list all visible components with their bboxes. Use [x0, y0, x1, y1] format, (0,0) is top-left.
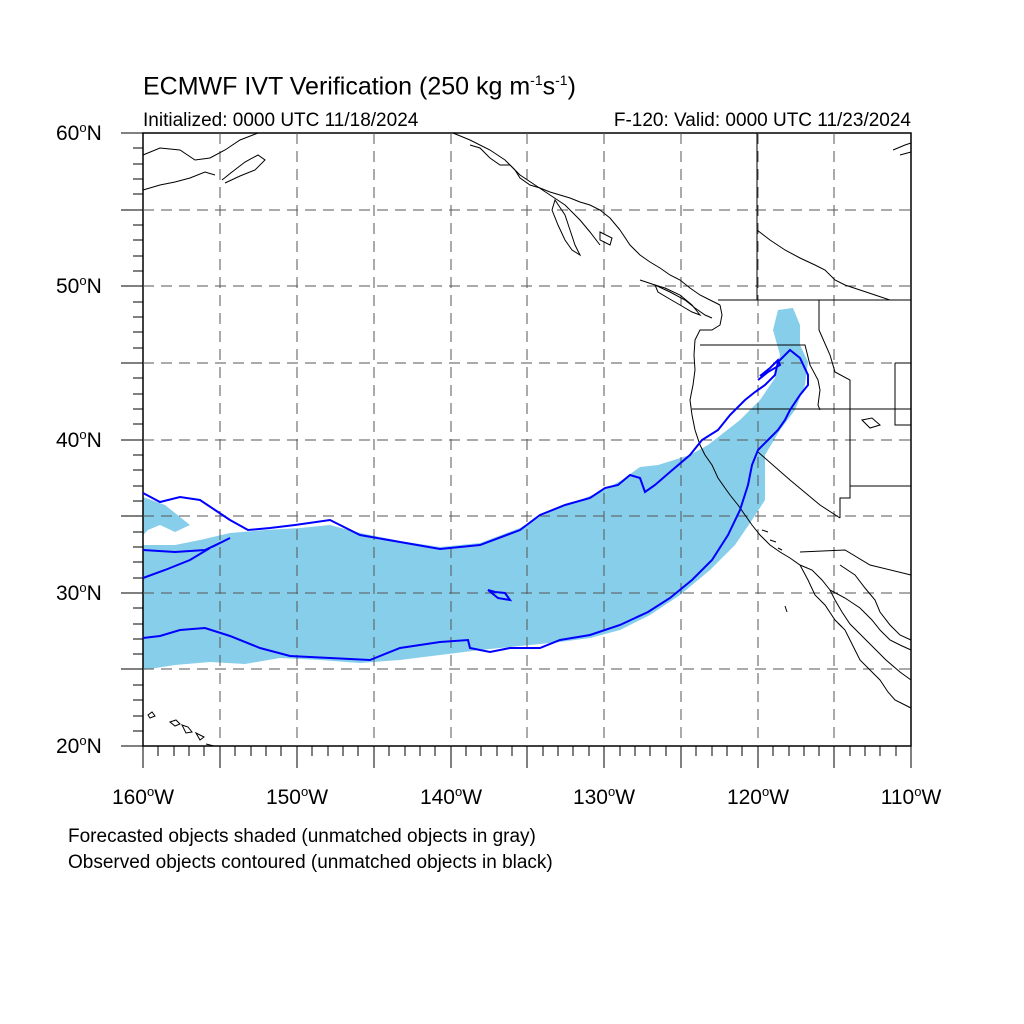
lat-label-50: 50oN — [56, 273, 102, 298]
lon-label-110w: 110oW — [880, 784, 942, 809]
observed-contours — [142, 348, 809, 662]
lon-label-160w: 160oW — [111, 784, 175, 809]
footer-observed-note: Observed objects contoured (unmatched ob… — [68, 852, 553, 873]
lat-label-30: 30oN — [56, 580, 102, 605]
lon-label-130w: 130oW — [572, 784, 636, 809]
chart-title: ECMWF IVT Verification (250 kg m-1s-1) — [143, 72, 576, 101]
forecast-object-shading — [143, 308, 808, 670]
lat-label-40: 40oN — [56, 427, 102, 452]
lon-label-140w: 140oW — [419, 784, 483, 809]
init-time-label: Initialized: 0000 UTC 11/18/2024 — [143, 110, 419, 131]
valid-time-label: F-120: Valid: 0000 UTC 11/23/2024 — [613, 110, 911, 131]
axis-ticks — [121, 132, 912, 768]
graticule — [143, 133, 911, 746]
lat-label-60: 60oN — [56, 120, 102, 145]
lat-label-20: 20oN — [56, 733, 102, 758]
lon-label-120w: 120oW — [726, 784, 790, 809]
footer-forecast-note: Forecasted objects shaded (unmatched obj… — [68, 826, 536, 847]
coastlines — [142, 132, 912, 747]
lon-label-150w: 150oW — [265, 784, 329, 809]
